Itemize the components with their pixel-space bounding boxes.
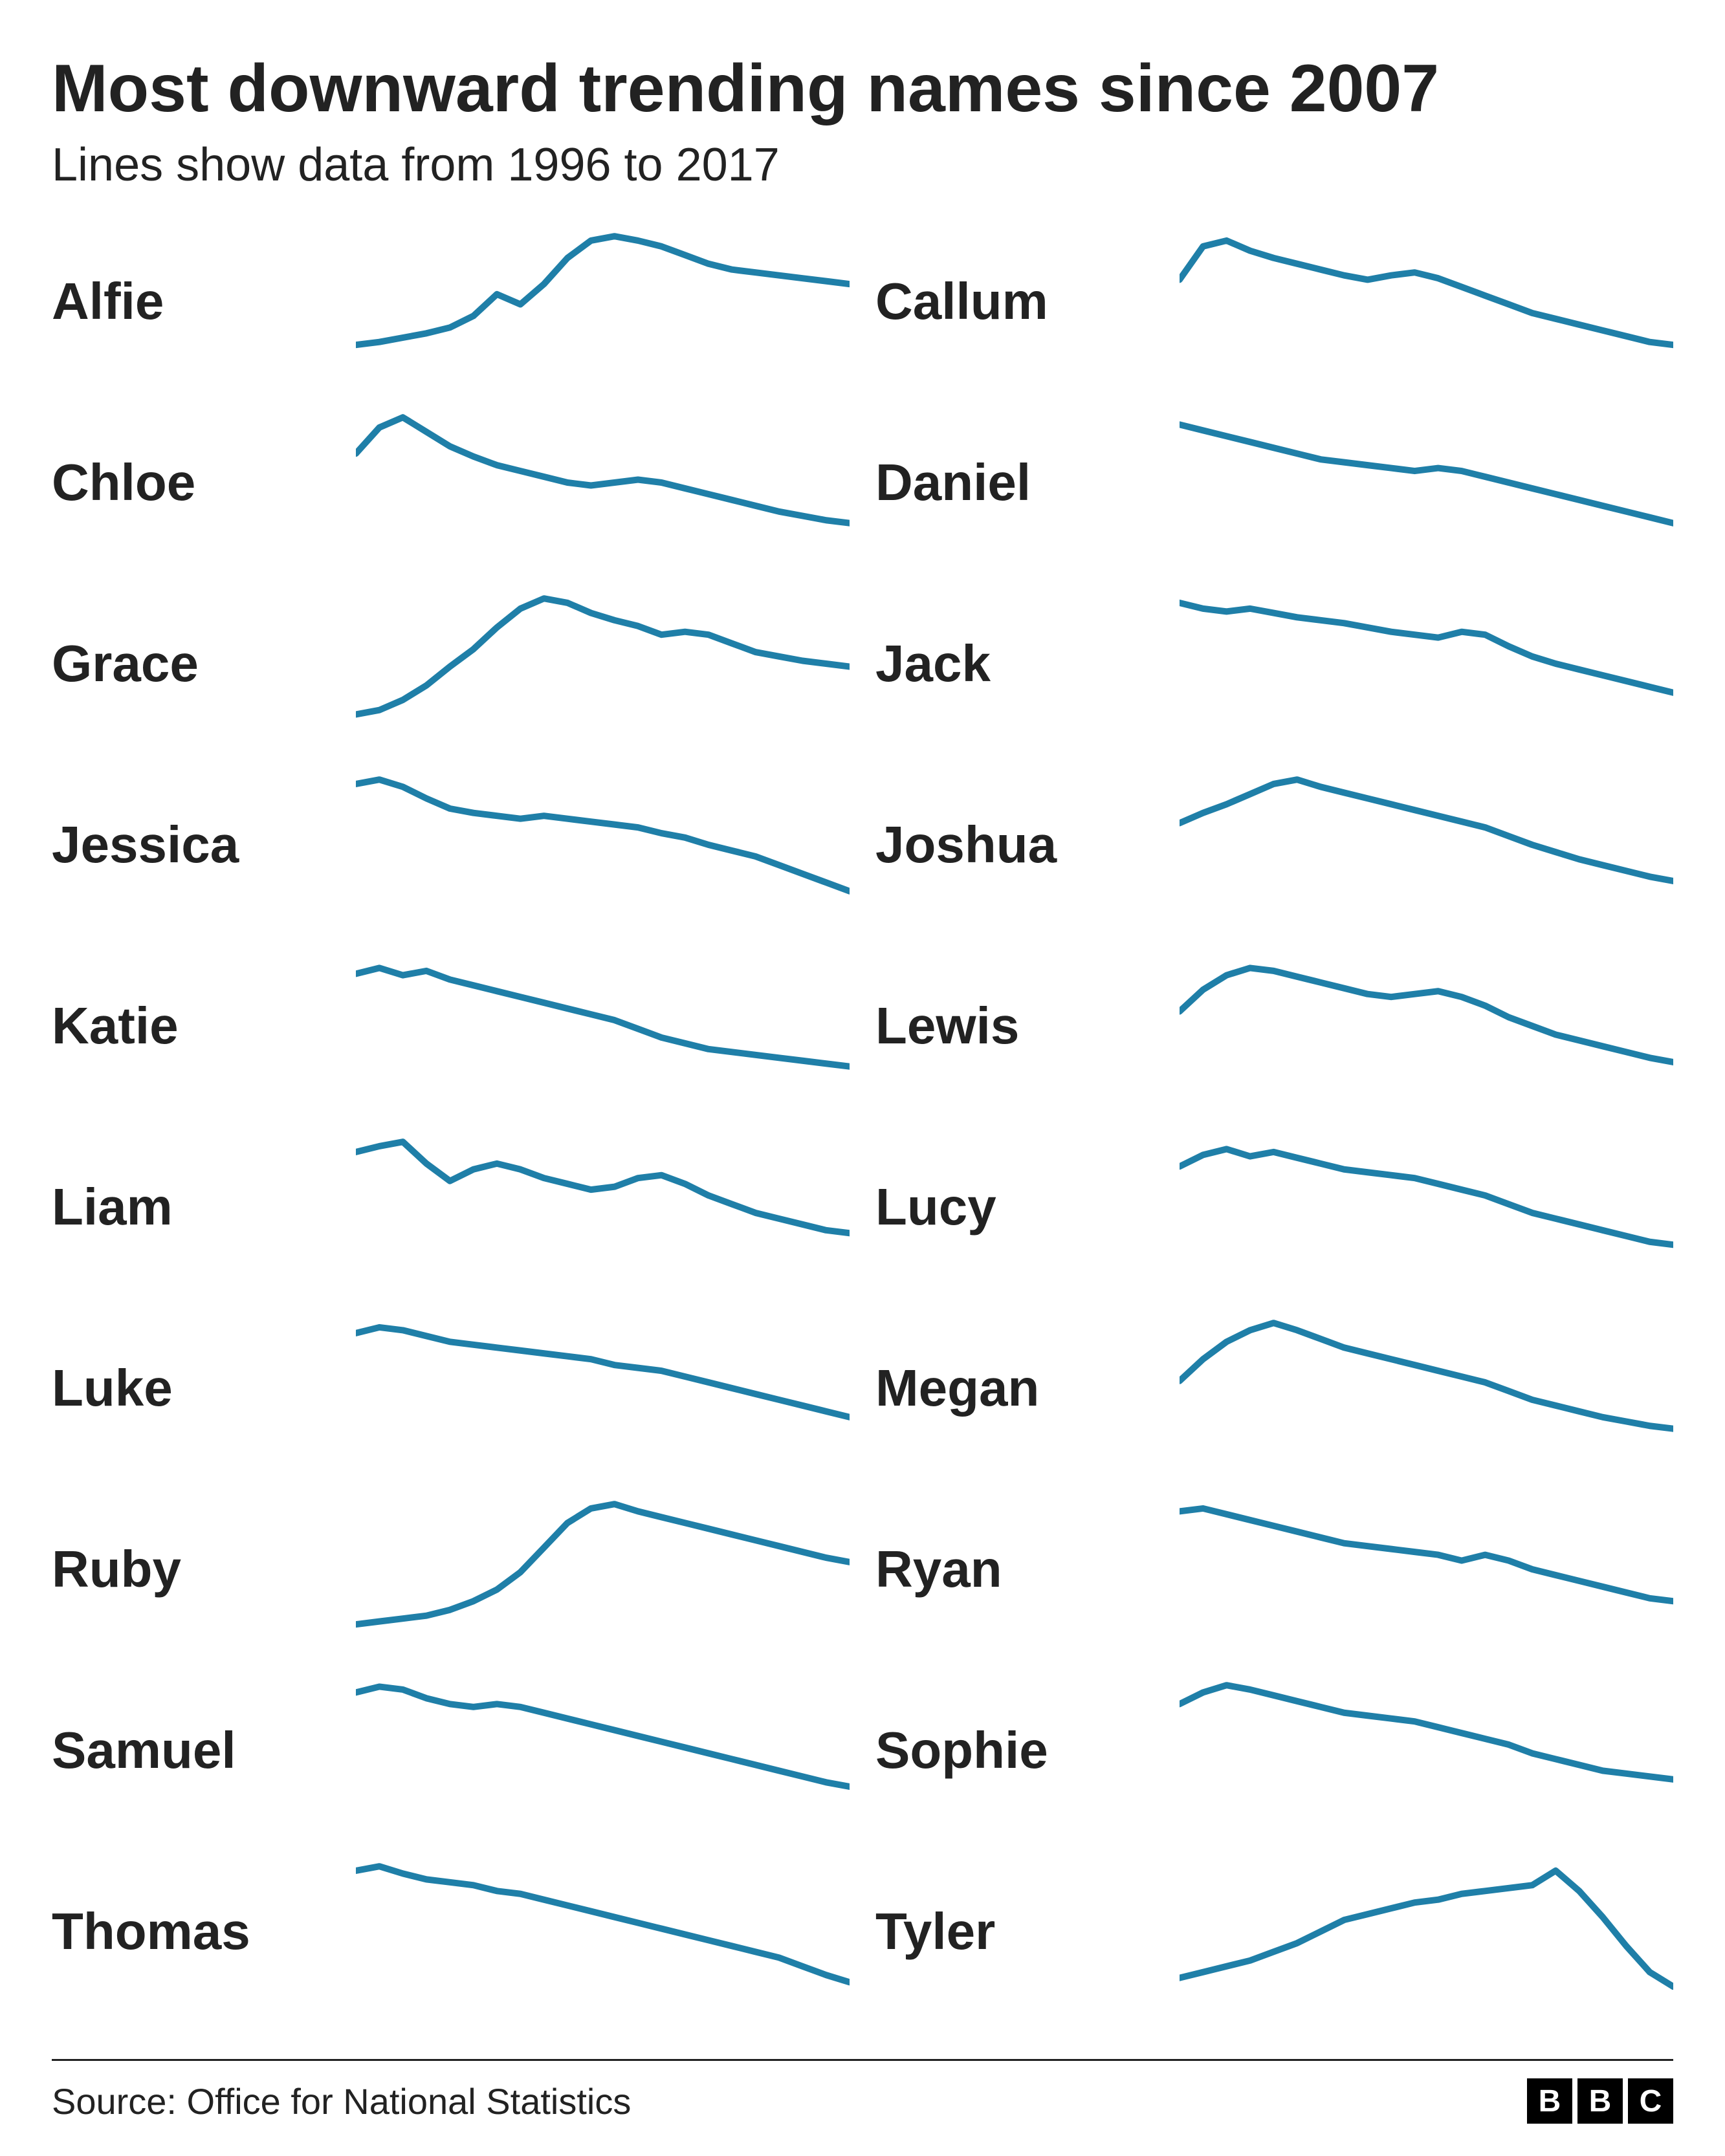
sparkline bbox=[356, 1660, 850, 1841]
sparkline bbox=[1180, 754, 1673, 935]
name-label: Lewis bbox=[875, 996, 1180, 1056]
sparkline bbox=[356, 573, 850, 754]
sparkline bbox=[1180, 211, 1673, 392]
bbc-logo-c: C bbox=[1628, 2078, 1673, 2124]
name-label: Callum bbox=[875, 272, 1180, 331]
sparkline-row: Daniel bbox=[875, 392, 1673, 573]
name-label: Ryan bbox=[875, 1540, 1180, 1599]
name-label: Lucy bbox=[875, 1177, 1180, 1237]
sparkline bbox=[356, 1841, 850, 2022]
sparkline bbox=[356, 211, 850, 392]
name-label: Katie bbox=[52, 996, 356, 1056]
name-label: Ruby bbox=[52, 1540, 356, 1599]
name-label: Chloe bbox=[52, 453, 356, 512]
bbc-logo-b2: B bbox=[1577, 2078, 1623, 2124]
sparkline bbox=[1180, 1660, 1673, 1841]
sparkline-row: Tyler bbox=[875, 1841, 1673, 2022]
sparkline-row: Katie bbox=[52, 935, 850, 1116]
sparkline-row: Callum bbox=[875, 211, 1673, 392]
sparkline bbox=[1180, 1479, 1673, 1660]
sparkline bbox=[356, 754, 850, 935]
sparkline-row: Jessica bbox=[52, 754, 850, 935]
sparkline-row: Grace bbox=[52, 573, 850, 754]
name-label: Thomas bbox=[52, 1902, 356, 1961]
sparkline-row: Joshua bbox=[875, 754, 1673, 935]
small-multiples-grid: Alfie Callum Chloe Daniel Grace Jack Jessica Jo… bbox=[52, 211, 1673, 2022]
name-label: Daniel bbox=[875, 453, 1180, 512]
sparkline-row: Thomas bbox=[52, 1841, 850, 2022]
sparkline-row: Liam bbox=[52, 1116, 850, 1298]
chart-footer: Source: Office for National Statistics B… bbox=[0, 2059, 1725, 2124]
chart-title: Most downward trending names since 2007 bbox=[52, 52, 1673, 125]
sparkline-row: Luke bbox=[52, 1298, 850, 1479]
name-label: Joshua bbox=[875, 815, 1180, 875]
footer-rule bbox=[52, 2059, 1673, 2061]
sparkline bbox=[1180, 392, 1673, 573]
name-label: Grace bbox=[52, 634, 356, 693]
sparkline-row: Jack bbox=[875, 573, 1673, 754]
sparkline-row: Chloe bbox=[52, 392, 850, 573]
name-label: Megan bbox=[875, 1358, 1180, 1418]
name-label: Liam bbox=[52, 1177, 356, 1237]
bbc-logo-b1: B bbox=[1527, 2078, 1572, 2124]
sparkline bbox=[356, 392, 850, 573]
sparkline bbox=[356, 1116, 850, 1298]
sparkline-row: Lucy bbox=[875, 1116, 1673, 1298]
sparkline bbox=[356, 1298, 850, 1479]
infographic-root: Most downward trending names since 2007 … bbox=[0, 0, 1725, 2156]
name-label: Luke bbox=[52, 1358, 356, 1418]
sparkline bbox=[1180, 1841, 1673, 2022]
sparkline bbox=[1180, 573, 1673, 754]
name-label: Jack bbox=[875, 634, 1180, 693]
sparkline-row: Lewis bbox=[875, 935, 1673, 1116]
sparkline bbox=[356, 935, 850, 1116]
name-label: Jessica bbox=[52, 815, 356, 875]
sparkline bbox=[1180, 935, 1673, 1116]
sparkline-row: Alfie bbox=[52, 211, 850, 392]
name-label: Tyler bbox=[875, 1902, 1180, 1961]
sparkline bbox=[1180, 1298, 1673, 1479]
source-label: Source: Office for National Statistics bbox=[52, 2080, 631, 2122]
name-label: Alfie bbox=[52, 272, 356, 331]
bbc-logo: B B C bbox=[1527, 2078, 1673, 2124]
name-label: Samuel bbox=[52, 1721, 356, 1780]
sparkline-row: Ryan bbox=[875, 1479, 1673, 1660]
sparkline-row: Megan bbox=[875, 1298, 1673, 1479]
sparkline bbox=[356, 1479, 850, 1660]
sparkline-row: Sophie bbox=[875, 1660, 1673, 1841]
chart-subtitle: Lines show data from 1996 to 2017 bbox=[52, 138, 1673, 191]
sparkline-row: Ruby bbox=[52, 1479, 850, 1660]
name-label: Sophie bbox=[875, 1721, 1180, 1780]
sparkline bbox=[1180, 1116, 1673, 1298]
sparkline-row: Samuel bbox=[52, 1660, 850, 1841]
